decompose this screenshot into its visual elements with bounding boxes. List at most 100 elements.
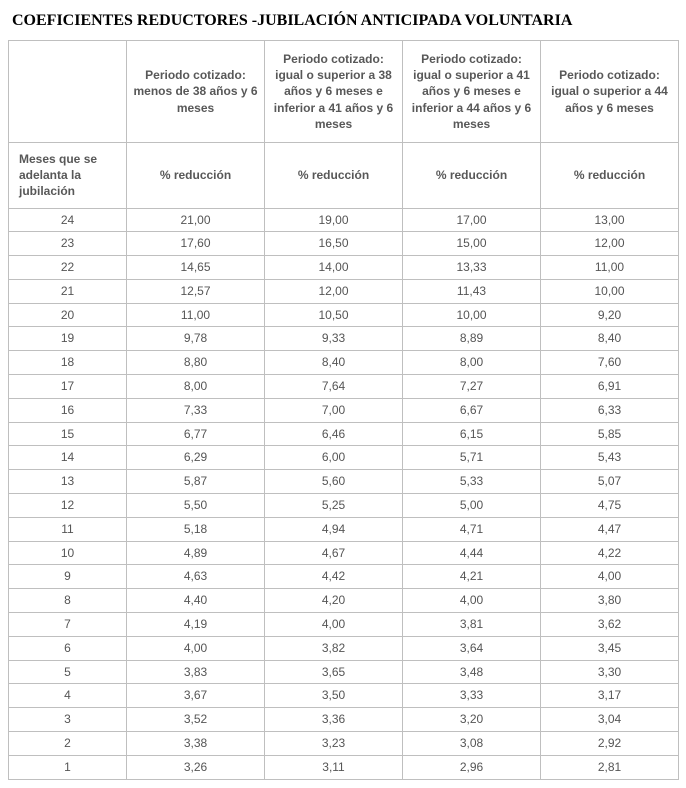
value-cell: 11,00	[541, 256, 679, 280]
months-cell: 14	[9, 446, 127, 470]
col-subheader-4: % reducción	[541, 142, 679, 208]
months-cell: 18	[9, 351, 127, 375]
value-cell: 5,00	[403, 494, 541, 518]
value-cell: 6,00	[265, 446, 403, 470]
value-cell: 6,77	[127, 422, 265, 446]
value-cell: 14,00	[265, 256, 403, 280]
value-cell: 4,75	[541, 494, 679, 518]
col-header-blank	[9, 41, 127, 143]
value-cell: 3,17	[541, 684, 679, 708]
value-cell: 17,60	[127, 232, 265, 256]
value-cell: 4,21	[403, 565, 541, 589]
value-cell: 6,67	[403, 398, 541, 422]
value-cell: 3,64	[403, 636, 541, 660]
table-row: 33,523,363,203,04	[9, 708, 679, 732]
months-cell: 10	[9, 541, 127, 565]
col-header-3: Periodo cotizado: igual o superior a 41 …	[403, 41, 541, 143]
value-cell: 3,67	[127, 684, 265, 708]
value-cell: 12,00	[541, 232, 679, 256]
table-row: 2214,6514,0013,3311,00	[9, 256, 679, 280]
table-row: 84,404,204,003,80	[9, 589, 679, 613]
value-cell: 4,40	[127, 589, 265, 613]
value-cell: 3,36	[265, 708, 403, 732]
months-cell: 6	[9, 636, 127, 660]
months-cell: 19	[9, 327, 127, 351]
table-row: 23,383,233,082,92	[9, 732, 679, 756]
months-cell: 15	[9, 422, 127, 446]
value-cell: 8,89	[403, 327, 541, 351]
value-cell: 5,43	[541, 446, 679, 470]
value-cell: 4,63	[127, 565, 265, 589]
value-cell: 3,65	[265, 660, 403, 684]
value-cell: 2,81	[541, 755, 679, 779]
table-row: 199,789,338,898,40	[9, 327, 679, 351]
value-cell: 3,08	[403, 732, 541, 756]
value-cell: 9,33	[265, 327, 403, 351]
value-cell: 6,33	[541, 398, 679, 422]
value-cell: 3,82	[265, 636, 403, 660]
value-cell: 4,00	[541, 565, 679, 589]
value-cell: 4,89	[127, 541, 265, 565]
months-cell: 17	[9, 375, 127, 399]
months-cell: 5	[9, 660, 127, 684]
value-cell: 3,26	[127, 755, 265, 779]
value-cell: 2,92	[541, 732, 679, 756]
value-cell: 3,11	[265, 755, 403, 779]
value-cell: 4,44	[403, 541, 541, 565]
table-row: 188,808,408,007,60	[9, 351, 679, 375]
value-cell: 14,65	[127, 256, 265, 280]
value-cell: 5,33	[403, 470, 541, 494]
table-row: 43,673,503,333,17	[9, 684, 679, 708]
value-cell: 3,50	[265, 684, 403, 708]
page-title: COEFICIENTES REDUCTORES -JUBILACIÓN ANTI…	[12, 12, 678, 30]
value-cell: 5,60	[265, 470, 403, 494]
value-cell: 2,96	[403, 755, 541, 779]
value-cell: 3,23	[265, 732, 403, 756]
months-cell: 2	[9, 732, 127, 756]
months-cell: 21	[9, 279, 127, 303]
value-cell: 4,42	[265, 565, 403, 589]
value-cell: 5,50	[127, 494, 265, 518]
value-cell: 16,50	[265, 232, 403, 256]
value-cell: 10,00	[403, 303, 541, 327]
value-cell: 3,52	[127, 708, 265, 732]
value-cell: 7,64	[265, 375, 403, 399]
value-cell: 3,33	[403, 684, 541, 708]
value-cell: 3,45	[541, 636, 679, 660]
value-cell: 7,33	[127, 398, 265, 422]
col-subheader-1: % reducción	[127, 142, 265, 208]
value-cell: 8,00	[127, 375, 265, 399]
table-row: 104,894,674,444,22	[9, 541, 679, 565]
value-cell: 8,40	[541, 327, 679, 351]
table-row: 146,296,005,715,43	[9, 446, 679, 470]
value-cell: 7,00	[265, 398, 403, 422]
value-cell: 4,00	[403, 589, 541, 613]
value-cell: 6,15	[403, 422, 541, 446]
value-cell: 17,00	[403, 208, 541, 232]
table-row: 167,337,006,676,33	[9, 398, 679, 422]
value-cell: 4,19	[127, 613, 265, 637]
months-cell: 1	[9, 755, 127, 779]
value-cell: 4,67	[265, 541, 403, 565]
months-cell: 9	[9, 565, 127, 589]
value-cell: 7,27	[403, 375, 541, 399]
value-cell: 3,83	[127, 660, 265, 684]
value-cell: 5,25	[265, 494, 403, 518]
table-row: 2421,0019,0017,0013,00	[9, 208, 679, 232]
table-row: 115,184,944,714,47	[9, 517, 679, 541]
value-cell: 12,57	[127, 279, 265, 303]
value-cell: 13,00	[541, 208, 679, 232]
value-cell: 4,22	[541, 541, 679, 565]
value-cell: 13,33	[403, 256, 541, 280]
value-cell: 3,62	[541, 613, 679, 637]
value-cell: 3,80	[541, 589, 679, 613]
value-cell: 3,38	[127, 732, 265, 756]
value-cell: 11,43	[403, 279, 541, 303]
months-cell: 8	[9, 589, 127, 613]
table-row: 2011,0010,5010,009,20	[9, 303, 679, 327]
value-cell: 5,18	[127, 517, 265, 541]
table-row: 178,007,647,276,91	[9, 375, 679, 399]
table-body: 2421,0019,0017,0013,002317,6016,5015,001…	[9, 208, 679, 779]
col-header-1: Periodo cotizado: menos de 38 años y 6 m…	[127, 41, 265, 143]
months-cell: 11	[9, 517, 127, 541]
